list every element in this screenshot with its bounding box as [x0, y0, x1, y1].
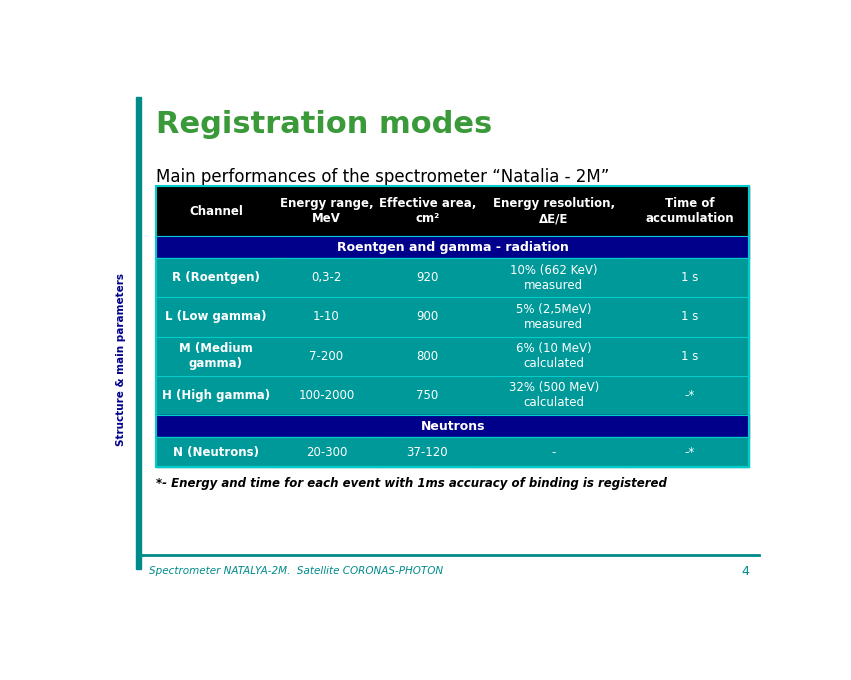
Text: 7-200: 7-200 — [309, 350, 344, 362]
Bar — [276, 437, 377, 467]
Text: -: - — [551, 446, 556, 459]
Text: 1 s: 1 s — [681, 311, 698, 324]
Bar — [478, 437, 630, 467]
Bar — [156, 337, 276, 376]
Text: 1 s: 1 s — [681, 271, 698, 284]
Bar — [156, 258, 276, 297]
Text: L (Low gamma): L (Low gamma) — [165, 311, 266, 324]
Bar — [377, 376, 478, 415]
Bar — [276, 258, 377, 297]
Bar — [156, 186, 750, 467]
Text: H (High gamma): H (High gamma) — [162, 389, 270, 402]
Bar — [377, 437, 478, 467]
Bar — [478, 337, 630, 376]
Text: 6% (10 MeV)
calculated: 6% (10 MeV) calculated — [516, 342, 591, 370]
Bar — [377, 337, 478, 376]
Text: *- Energy and time for each event with 1ms accuracy of binding is registered: *- Energy and time for each event with 1… — [156, 477, 666, 490]
Bar — [377, 297, 478, 337]
Bar — [630, 258, 750, 297]
Bar — [276, 297, 377, 337]
Text: 10% (662 KeV)
measured: 10% (662 KeV) measured — [510, 264, 597, 292]
Text: Roentgen and gamma - radiation: Roentgen and gamma - radiation — [337, 241, 568, 254]
Text: Channel: Channel — [189, 205, 243, 218]
Bar — [630, 437, 750, 467]
Text: 20-300: 20-300 — [306, 446, 347, 459]
Text: 1 s: 1 s — [681, 350, 698, 362]
Text: Neutrons: Neutrons — [420, 420, 485, 432]
Bar — [478, 258, 630, 297]
Text: Registration modes: Registration modes — [156, 110, 492, 139]
Text: 37-120: 37-120 — [407, 446, 448, 459]
Text: Effective area,
cm²: Effective area, cm² — [379, 197, 476, 225]
Bar — [377, 258, 478, 297]
Text: 900: 900 — [416, 311, 438, 324]
Bar — [156, 415, 750, 437]
Text: 32% (500 MeV)
calculated: 32% (500 MeV) calculated — [509, 381, 599, 409]
Bar — [156, 297, 276, 337]
Text: -*: -* — [684, 389, 694, 402]
Text: Energy range,
MeV: Energy range, MeV — [279, 197, 373, 225]
Text: M (Medium
gamma): M (Medium gamma) — [179, 342, 253, 370]
Text: -*: -* — [684, 446, 694, 459]
Text: 0,3-2: 0,3-2 — [311, 271, 341, 284]
Text: 750: 750 — [416, 389, 438, 402]
Bar — [156, 236, 750, 258]
Bar — [156, 186, 750, 236]
Bar — [136, 97, 141, 568]
Bar — [156, 437, 276, 467]
Bar — [276, 337, 377, 376]
Text: R (Roentgen): R (Roentgen) — [172, 271, 260, 284]
Bar — [630, 376, 750, 415]
Text: 5% (2,5MeV)
measured: 5% (2,5MeV) measured — [516, 303, 591, 331]
Bar — [478, 376, 630, 415]
Bar — [630, 337, 750, 376]
Bar — [156, 376, 276, 415]
Text: 4: 4 — [741, 564, 750, 578]
Text: Structure & main parameters: Structure & main parameters — [116, 273, 126, 445]
Text: Time of
accumulation: Time of accumulation — [645, 197, 734, 225]
Bar — [630, 297, 750, 337]
Text: 1-10: 1-10 — [313, 311, 340, 324]
Text: N (Neutrons): N (Neutrons) — [173, 446, 259, 459]
Text: Spectrometer NATALYA-2M.  Satellite CORONAS-PHOTON: Spectrometer NATALYA-2M. Satellite CORON… — [149, 566, 443, 576]
Text: Main performances of the spectrometer “Natalia - 2M”: Main performances of the spectrometer “N… — [156, 168, 609, 186]
Text: 920: 920 — [416, 271, 438, 284]
Bar — [478, 297, 630, 337]
Text: 100-2000: 100-2000 — [298, 389, 355, 402]
Text: Energy resolution,
ΔE/E: Energy resolution, ΔE/E — [493, 197, 614, 225]
Text: 800: 800 — [416, 350, 438, 362]
Bar — [276, 376, 377, 415]
